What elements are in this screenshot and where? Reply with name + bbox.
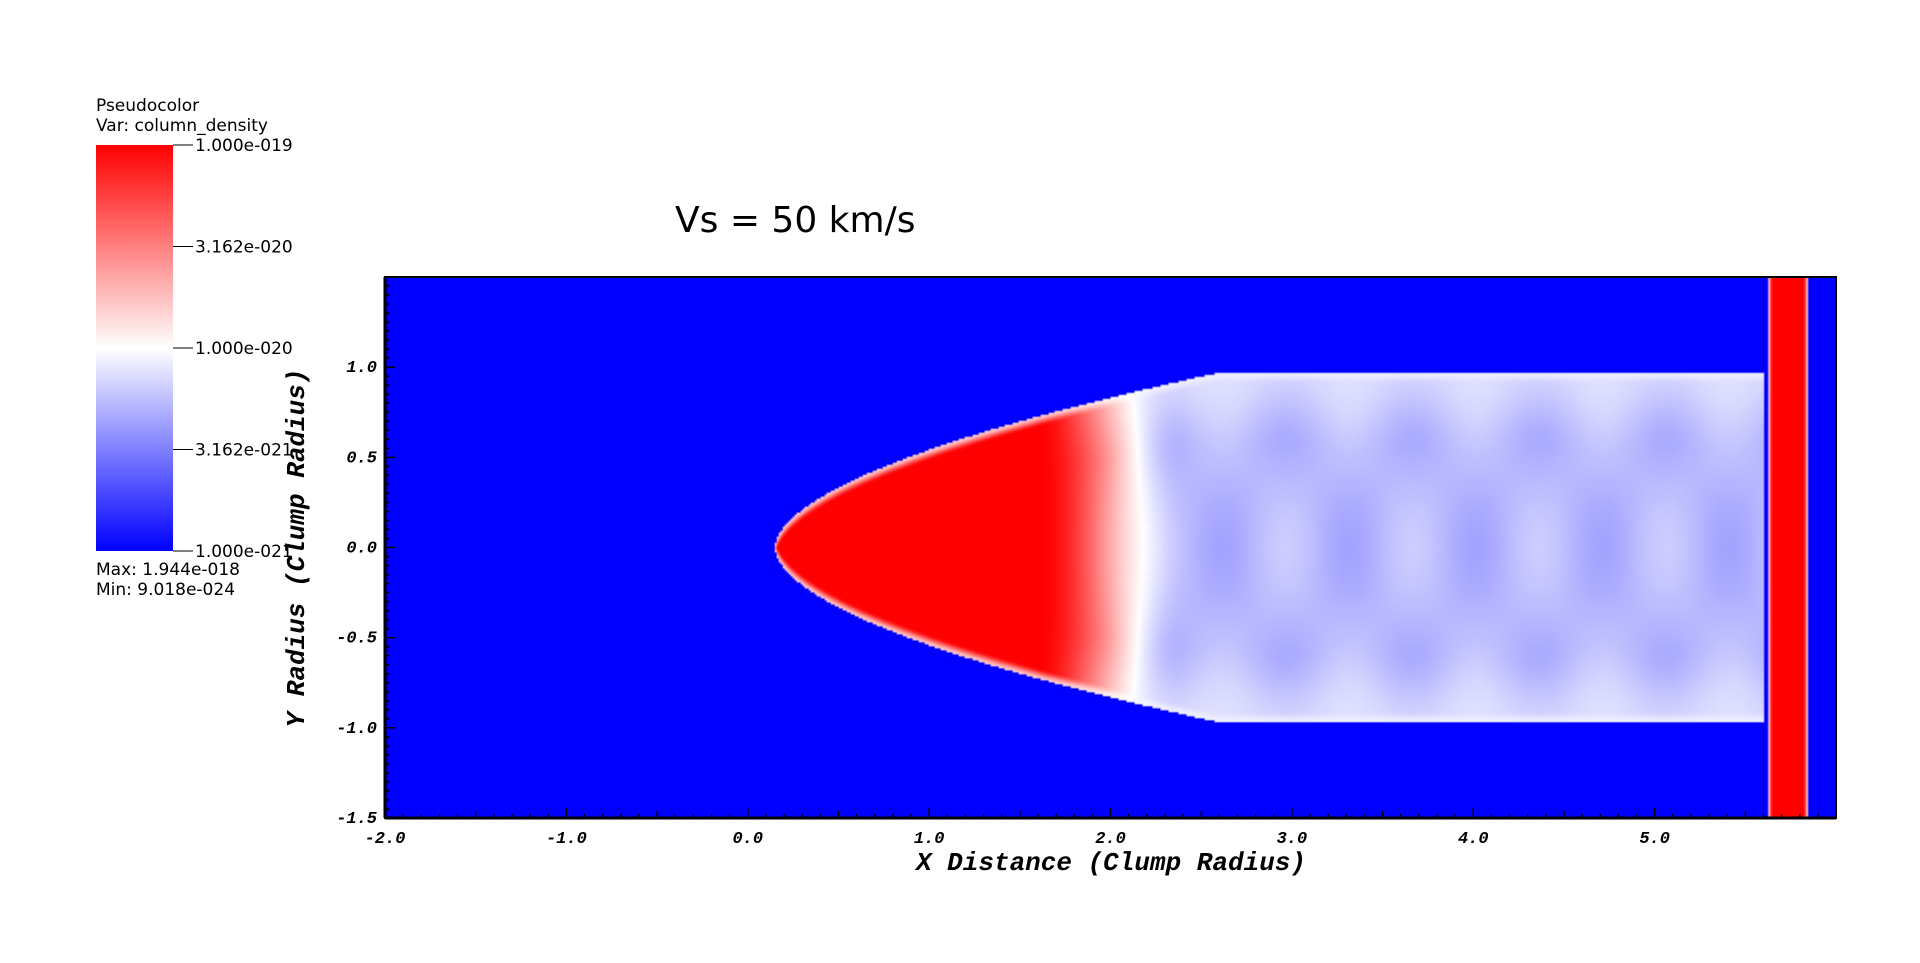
- y-tick-label: 0.0: [346, 540, 377, 559]
- legend-plot-type: Pseudocolor: [96, 96, 199, 116]
- x-tick-label: 4.0: [1458, 830, 1489, 849]
- y-tick-label: 0.5: [346, 449, 377, 468]
- colorbar-tick-label: 1.000e-020: [195, 339, 293, 359]
- x-tick-label: 0.0: [732, 830, 763, 849]
- colorbar: [96, 145, 173, 551]
- x-axis-ticks: -2.0 -1.0 0.0 1.0 2.0 3.0 4.0 5.0: [365, 808, 1837, 849]
- y-tick-label: -1.0: [336, 720, 377, 739]
- colorbar-tick-label: 1.000e-021: [195, 542, 293, 562]
- legend: Pseudocolor Var: column_density 1.000e-0…: [96, 96, 293, 600]
- colorbar-ticks: 1.000e-019 3.162e-020 1.000e-020 3.162e-021…: [173, 136, 293, 562]
- legend-min: Min: 9.018e-024: [96, 580, 235, 600]
- x-tick-label: 2.0: [1095, 830, 1126, 849]
- colorbar-tick-label: 3.162e-020: [195, 238, 293, 258]
- y-axis-label: Y Radius (Clump Radius): [282, 369, 312, 728]
- y-axis-ticks: 1.0 0.5 0.0 -0.5 -1.0 -1.5: [336, 276, 395, 829]
- x-tick-label: -1.0: [546, 830, 587, 849]
- legend-max: Max: 1.944e-018: [96, 560, 240, 580]
- x-tick-label: 1.0: [914, 830, 945, 849]
- column-density-field: [385, 277, 1836, 818]
- chart-title: Vs = 50 km/s: [675, 200, 916, 241]
- x-tick-label: -2.0: [365, 830, 406, 849]
- colorbar-tick-label: 3.162e-021: [195, 441, 293, 461]
- y-tick-label: 1.0: [346, 359, 377, 378]
- legend-variable: Var: column_density: [96, 116, 268, 136]
- x-tick-label: 5.0: [1639, 830, 1670, 849]
- colorbar-tick-label: 1.000e-019: [195, 136, 293, 156]
- y-tick-label: -0.5: [336, 630, 377, 649]
- x-axis-label: X Distance (Clump Radius): [914, 848, 1306, 878]
- y-tick-label: -1.5: [336, 810, 377, 829]
- x-tick-label: 3.0: [1277, 830, 1308, 849]
